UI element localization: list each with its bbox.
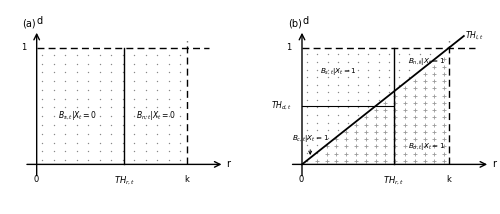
Text: 0: 0 <box>298 175 304 184</box>
Text: $B_{s,t}|X_t = 0$: $B_{s,t}|X_t = 0$ <box>58 109 98 122</box>
Text: 1: 1 <box>286 43 292 52</box>
Text: $B_{o,t}|X_t = 1$: $B_{o,t}|X_t = 1$ <box>408 141 445 152</box>
Text: (a): (a) <box>22 19 36 29</box>
Text: d: d <box>302 16 308 26</box>
Text: $B_{n,t}|X_t = 1$: $B_{n,t}|X_t = 1$ <box>408 56 445 67</box>
Text: (b): (b) <box>288 19 302 29</box>
Text: $B_{c,t}|X_t = 1$: $B_{c,t}|X_t = 1$ <box>292 133 329 154</box>
Text: $TH_{r,t}$: $TH_{r,t}$ <box>384 175 404 187</box>
Text: 0: 0 <box>33 175 38 184</box>
Text: $TH_{d,t}$: $TH_{d,t}$ <box>271 100 292 112</box>
Text: 1: 1 <box>21 43 26 52</box>
Text: $B_{n,t}|X_t = 0$: $B_{n,t}|X_t = 0$ <box>136 109 175 122</box>
Text: $TH_{l,t}$: $TH_{l,t}$ <box>465 30 484 42</box>
Text: k: k <box>184 175 190 184</box>
Text: k: k <box>446 175 452 184</box>
Text: $B_{s,t}|X_t = 1$: $B_{s,t}|X_t = 1$ <box>320 65 357 77</box>
Text: r: r <box>492 159 496 169</box>
Text: d: d <box>36 16 43 26</box>
Text: r: r <box>226 159 230 169</box>
Text: $TH_{r,t}$: $TH_{r,t}$ <box>114 175 135 187</box>
